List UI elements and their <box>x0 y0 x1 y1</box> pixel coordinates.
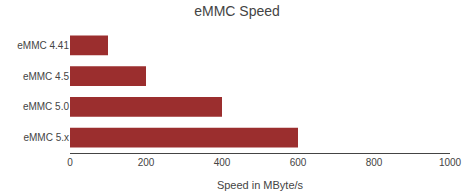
svg-text:1000: 1000 <box>439 157 462 168</box>
svg-text:eMMC 4.41: eMMC 4.41 <box>17 40 69 51</box>
svg-text:eMMC 4.5: eMMC 4.5 <box>23 71 70 82</box>
svg-text:400: 400 <box>214 157 231 168</box>
svg-text:eMMC Speed: eMMC Speed <box>194 3 280 19</box>
svg-text:0: 0 <box>67 157 73 168</box>
svg-text:Speed in MByte/s: Speed in MByte/s <box>217 179 304 191</box>
svg-text:800: 800 <box>366 157 383 168</box>
svg-text:eMMC 5.x: eMMC 5.x <box>23 132 69 143</box>
svg-text:600: 600 <box>290 157 307 168</box>
svg-text:eMMC 5.0: eMMC 5.0 <box>23 101 70 112</box>
svg-text:200: 200 <box>138 157 155 168</box>
